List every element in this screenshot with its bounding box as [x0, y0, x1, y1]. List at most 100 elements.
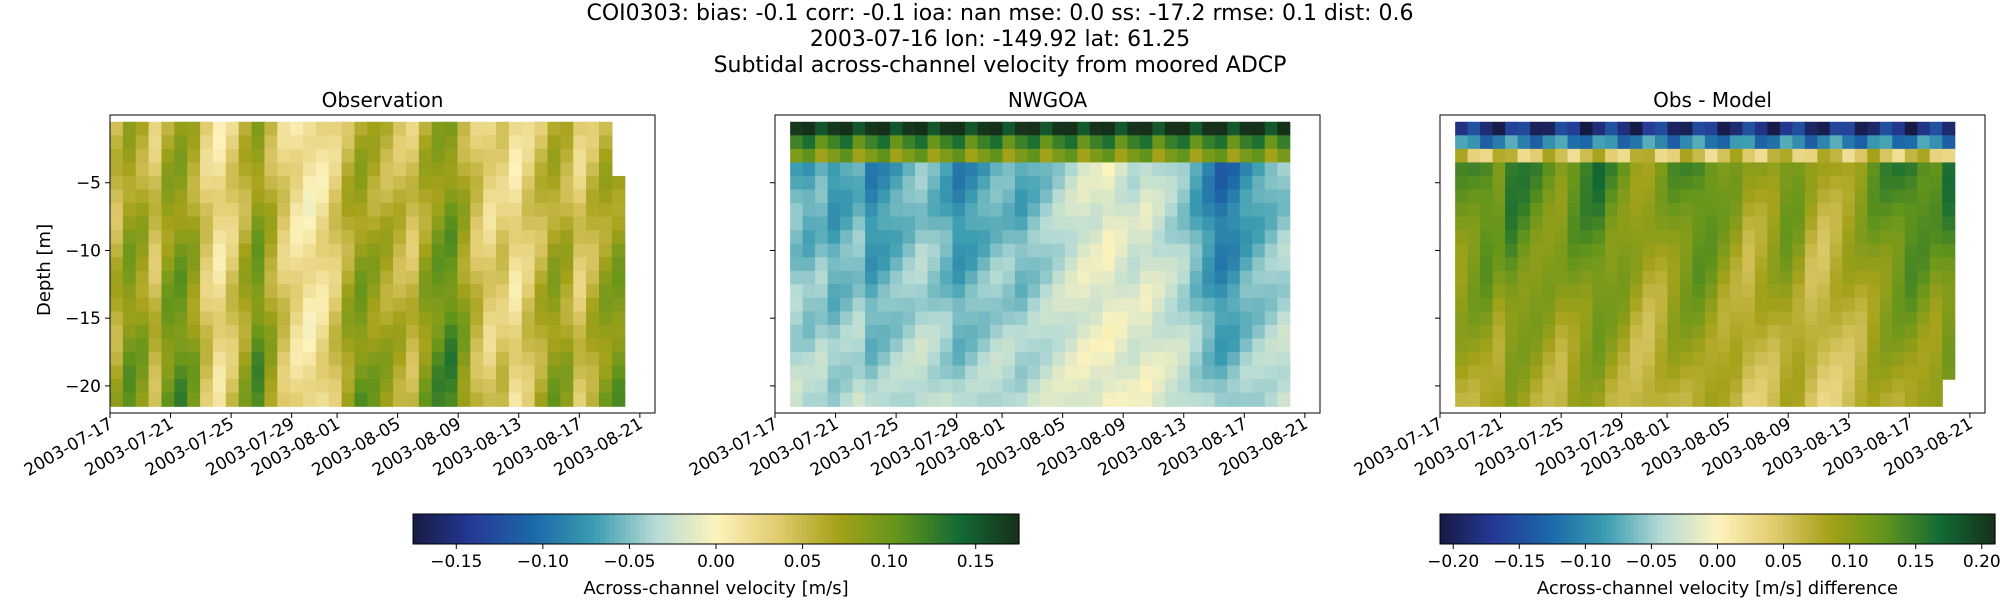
heatmap-cell [1052, 175, 1066, 191]
heatmap-cell [161, 270, 175, 285]
heatmap-cell [303, 338, 317, 353]
heatmap-cell [1904, 121, 1918, 136]
heatmap-cell [1804, 175, 1818, 191]
heatmap-cell [393, 243, 407, 258]
heatmap-cell [341, 311, 356, 326]
heatmap-cell [1767, 175, 1781, 191]
heatmap-cell [1867, 365, 1881, 380]
heatmap-cell [212, 297, 227, 313]
heatmap-cell [1929, 135, 1943, 150]
heatmap-cell [251, 352, 266, 367]
heatmap-cell [1517, 148, 1531, 164]
heatmap-cell [1239, 392, 1253, 407]
heatmap-cell [1854, 365, 1868, 380]
heatmap-cell [1842, 257, 1856, 272]
colorbar-swatch [700, 514, 707, 544]
heatmap-cell [1717, 297, 1731, 313]
colorbar-swatch [892, 514, 899, 544]
heatmap-cell [1014, 148, 1029, 164]
heatmap-cell [1605, 392, 1619, 407]
heatmap-cell [367, 284, 381, 299]
heatmap-cell [148, 284, 163, 299]
heatmap-cell [1817, 365, 1831, 380]
heatmap-cell [496, 311, 510, 326]
heatmap-cell [827, 148, 841, 164]
colorbar-swatch [630, 514, 636, 544]
heatmap-cell [534, 216, 549, 231]
heatmap-cell [148, 352, 163, 367]
heatmap-cell [1227, 311, 1241, 326]
heatmap-cell [1492, 338, 1506, 353]
heatmap-cell [251, 203, 266, 218]
heatmap-cell [1879, 257, 1893, 272]
heatmap-cell [1605, 338, 1619, 353]
heatmap-cell [1580, 324, 1594, 340]
heatmap-cell [1114, 148, 1128, 164]
heatmap-cell [1742, 284, 1756, 299]
heatmap-cell [1264, 175, 1278, 191]
heatmap-cell [444, 392, 459, 407]
heatmap-cell [431, 162, 446, 177]
heatmap-cell [315, 392, 330, 407]
colorbar-swatch [1569, 514, 1575, 544]
heatmap-cell [405, 324, 420, 340]
heatmap-cell [470, 392, 484, 407]
heatmap-cell [148, 379, 163, 394]
heatmap-cell [1089, 392, 1103, 407]
heatmap-cell [1202, 284, 1216, 299]
heatmap-cell [1189, 216, 1203, 231]
colorbar-swatch [453, 514, 460, 544]
heatmap-cell [354, 175, 368, 191]
colorbar-swatch [438, 514, 444, 544]
heatmap-cell [1817, 379, 1831, 394]
heatmap-cell [1754, 311, 1768, 326]
heatmap-cell [380, 216, 394, 231]
heatmap-cell [393, 148, 407, 164]
heatmap-cell [611, 297, 626, 313]
heatmap-cell [1779, 270, 1793, 285]
heatmap-cell [1629, 365, 1644, 380]
heatmap-cell [964, 243, 979, 258]
heatmap-cell [1804, 284, 1818, 299]
heatmap-cell [1492, 392, 1506, 407]
heatmap-cell [1202, 162, 1216, 177]
heatmap-cell [989, 365, 1004, 380]
colorbar-swatch [1523, 514, 1529, 544]
colorbar-swatch [1860, 514, 1867, 544]
heatmap-cell [238, 270, 253, 285]
heatmap-cell [367, 338, 381, 353]
heatmap-cell [1264, 162, 1278, 177]
heatmap-cell [977, 203, 991, 218]
colorbar-swatch [675, 514, 682, 544]
heatmap-cell [1077, 270, 1091, 285]
heatmap-cell [977, 162, 991, 177]
heatmap-cell [1492, 216, 1506, 231]
heatmap-cell [1127, 365, 1141, 380]
heatmap-cell [1064, 270, 1078, 285]
heatmap-cell [1704, 162, 1719, 177]
heatmap-cell [200, 175, 214, 191]
heatmap-cell [1227, 297, 1241, 313]
heatmap-cell [1089, 311, 1103, 326]
colorbar-swatch [443, 514, 449, 544]
colorbar-swatch [1759, 514, 1765, 544]
colorbar-swatch [1486, 514, 1492, 544]
heatmap-cell [187, 203, 201, 218]
heatmap-cell [303, 297, 317, 313]
heatmap-cell [1892, 379, 1906, 394]
heatmap-cell [1742, 135, 1756, 150]
heatmap-cell [1729, 379, 1743, 394]
heatmap-cell [840, 379, 854, 394]
heatmap-cell [187, 392, 201, 407]
heatmap-cell [1592, 230, 1606, 245]
heatmap-cell [1904, 162, 1918, 177]
colorbar-swatch [564, 514, 571, 544]
heatmap-cell [264, 392, 278, 407]
heatmap-cell [1679, 365, 1694, 380]
heatmap-cell [1002, 203, 1016, 218]
heatmap-cell [148, 189, 163, 204]
heatmap-cell [1879, 135, 1893, 150]
heatmap-cell [1505, 135, 1519, 150]
heatmap-cell [1052, 148, 1066, 164]
heatmap-cell [1842, 135, 1856, 150]
